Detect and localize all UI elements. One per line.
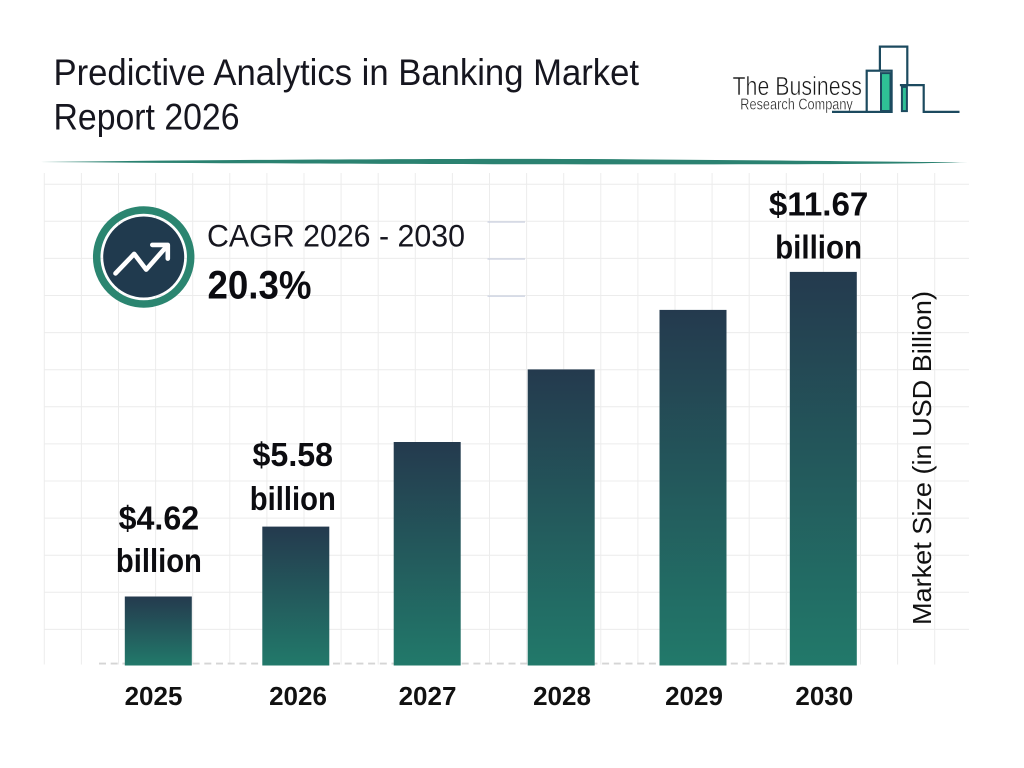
svg-text:20.3%: 20.3%	[208, 263, 312, 307]
svg-text:$5.58: $5.58	[253, 436, 334, 473]
svg-text:2028: 2028	[533, 681, 591, 711]
svg-text:2027: 2027	[399, 681, 457, 711]
svg-text:2029: 2029	[665, 681, 723, 711]
svg-text:billion: billion	[250, 480, 336, 517]
svg-text:billion: billion	[116, 542, 202, 579]
svg-text:CAGR 2026 - 2030: CAGR 2026 - 2030	[207, 217, 465, 253]
svg-text:Predictive Analytics in Bankin: Predictive Analytics in Banking Market	[54, 52, 640, 93]
svg-text:Research Company: Research Company	[740, 97, 853, 114]
svg-text:2026: 2026	[269, 681, 327, 711]
svg-text:2030: 2030	[795, 681, 853, 711]
svg-text:billion: billion	[775, 228, 862, 265]
svg-text:Market Size (in USD Billion): Market Size (in USD Billion)	[907, 291, 937, 625]
svg-text:2025: 2025	[125, 681, 183, 711]
svg-text:$4.62: $4.62	[119, 500, 200, 537]
svg-text:$11.67: $11.67	[769, 186, 869, 223]
svg-text:Report 2026: Report 2026	[54, 97, 240, 138]
svg-text:The Business: The Business	[733, 73, 863, 101]
